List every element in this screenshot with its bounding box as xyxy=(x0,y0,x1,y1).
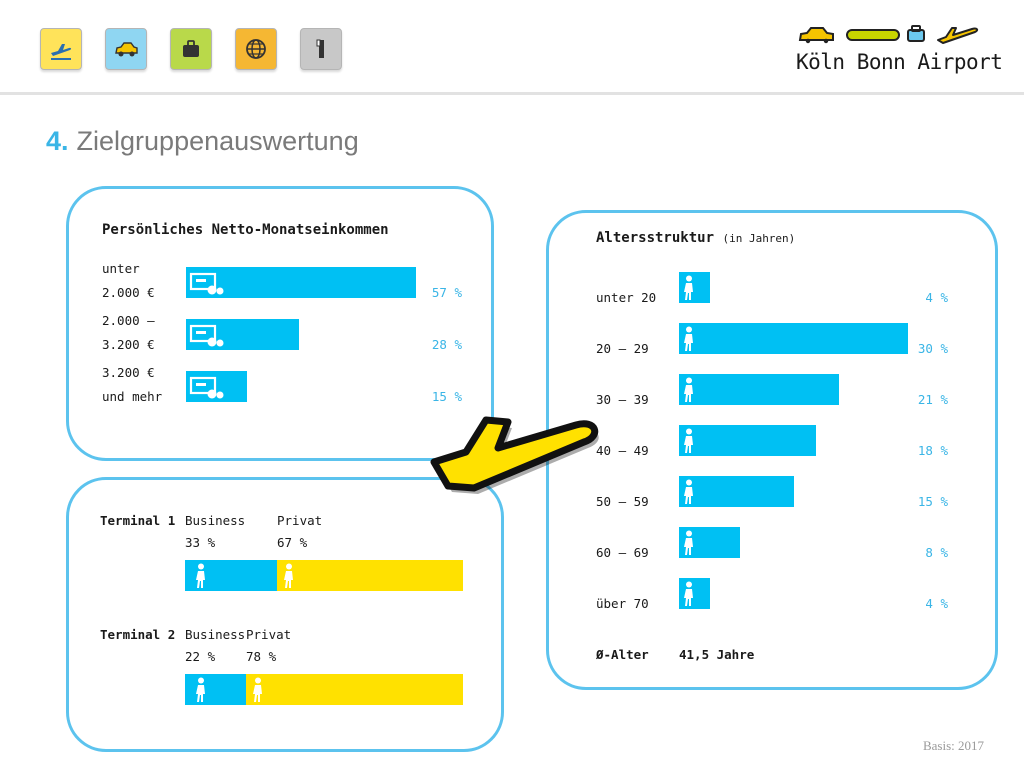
airplane-graphic xyxy=(430,416,599,494)
income-row-label-line2: und mehr xyxy=(102,389,163,404)
age-pct-label: 4 % xyxy=(925,290,948,305)
age-title-note: (in Jahren) xyxy=(722,232,796,245)
age-row-label: unter 20 xyxy=(596,290,657,305)
age-row-label: 60 – 69 xyxy=(596,545,649,560)
business-label: Business xyxy=(185,627,246,642)
age-bar xyxy=(679,323,908,354)
age-pct-label: 4 % xyxy=(925,596,948,611)
age-person-icon xyxy=(684,326,693,351)
basis-note: Basis: 2017 xyxy=(922,738,984,753)
business-traveller-icon xyxy=(196,677,205,702)
private-traveller-icon xyxy=(284,563,293,588)
age-pct-label: 15 % xyxy=(917,494,948,509)
income-row-label-line1: unter xyxy=(102,261,140,276)
age-title-text: Altersstruktur xyxy=(596,230,715,246)
private-label: Privat xyxy=(277,513,323,528)
private-traveller-icon xyxy=(253,677,262,702)
age-row-label: 30 – 39 xyxy=(596,392,649,407)
departures-plane-icon[interactable] xyxy=(40,28,82,70)
private-segment xyxy=(277,560,463,591)
age-person-icon xyxy=(684,428,693,453)
age-row-label: 20 – 29 xyxy=(596,341,649,356)
age-title: Altersstruktur (in Jahren) xyxy=(596,230,795,246)
section-number: 4. xyxy=(46,126,69,156)
income-cash-icon xyxy=(189,272,224,295)
section-title: Zielgruppenauswertung xyxy=(76,126,359,156)
header-divider xyxy=(0,92,1024,95)
age-bar xyxy=(679,578,710,609)
income-bar xyxy=(186,267,416,298)
koeln-bonn-airport-logo: Köln Bonn Airport xyxy=(796,20,1003,74)
logo-text: Köln Bonn Airport xyxy=(796,50,1003,74)
age-bar xyxy=(679,425,816,456)
terminal-label: Terminal 2 xyxy=(100,627,176,642)
income-title: Persönliches Netto-Monatseinkommen xyxy=(102,222,389,238)
business-pct: 22 % xyxy=(185,649,216,664)
business-segment xyxy=(185,674,246,705)
income-pct-label: 15 % xyxy=(431,389,462,404)
info-pillar-icon[interactable] xyxy=(300,28,342,70)
income-pct-label: 28 % xyxy=(431,337,462,352)
terminal-label: Terminal 1 xyxy=(100,513,176,528)
income-bar xyxy=(186,371,247,402)
page-title: 4. Zielgruppenauswertung xyxy=(46,126,359,157)
business-traveller-icon xyxy=(196,563,205,588)
terminal-split-bar xyxy=(185,560,463,591)
age-bar xyxy=(679,527,740,558)
age-pct-label: 8 % xyxy=(925,545,948,560)
private-pct: 78 % xyxy=(246,649,277,664)
age-person-icon xyxy=(684,377,693,402)
business-segment xyxy=(185,560,277,591)
private-label: Privat xyxy=(246,627,292,642)
age-person-icon xyxy=(684,275,693,300)
age-person-icon xyxy=(684,479,693,504)
nav-icon-bar xyxy=(40,28,342,70)
age-row-label: über 70 xyxy=(596,596,649,611)
avg-age-label: Ø-Alter xyxy=(596,647,649,662)
age-row-label: 40 – 49 xyxy=(596,443,649,458)
age-person-icon xyxy=(684,581,693,606)
terminal-panel xyxy=(66,477,504,752)
income-row-label-line2: 3.200 € xyxy=(102,337,155,352)
logo-vehicle-icons xyxy=(798,25,979,44)
income-pct-label: 57 % xyxy=(431,285,462,300)
terminal-split-bar xyxy=(185,674,463,705)
suitcase-icon[interactable] xyxy=(170,28,212,70)
private-pct: 67 % xyxy=(277,535,308,550)
age-bar xyxy=(679,374,839,405)
age-pct-label: 30 % xyxy=(917,341,948,356)
business-label: Business xyxy=(185,513,246,528)
income-row-label-line1: 2.000 – xyxy=(102,313,155,328)
income-bar xyxy=(186,319,299,350)
private-segment xyxy=(246,674,463,705)
income-row-label-line2: 2.000 € xyxy=(102,285,155,300)
age-row-label: 50 – 59 xyxy=(596,494,649,509)
age-pct-label: 18 % xyxy=(917,443,948,458)
business-pct: 33 % xyxy=(185,535,216,550)
globe-icon[interactable] xyxy=(235,28,277,70)
age-bar xyxy=(679,272,710,303)
income-row-label-line1: 3.200 € xyxy=(102,365,155,380)
age-person-icon xyxy=(684,530,693,555)
age-bar xyxy=(679,476,794,507)
avg-age-value: 41,5 Jahre xyxy=(679,647,755,662)
age-pct-label: 21 % xyxy=(917,392,948,407)
car-icon[interactable] xyxy=(105,28,147,70)
income-cash-icon xyxy=(189,324,224,347)
income-cash-icon xyxy=(189,376,224,399)
